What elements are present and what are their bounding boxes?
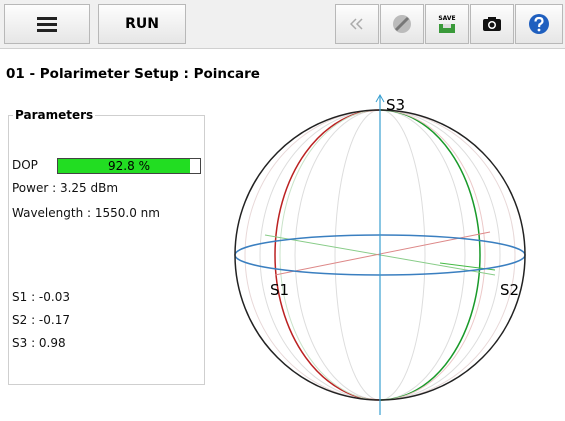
power: Power : 3.25 dBm — [12, 181, 119, 195]
menu-icon — [37, 17, 57, 32]
page-title: 01 - Polarimeter Setup : Poincare — [6, 66, 260, 82]
save-button[interactable]: SAVE — [425, 4, 469, 44]
parameters-heading: Parameters — [13, 108, 96, 122]
wavelength: Wavelength : 1550.0 nm — [12, 206, 160, 220]
s2-value: S2 : -0.17 — [12, 313, 70, 327]
back-icon — [350, 18, 363, 30]
s3-value: S3 : 0.98 — [12, 336, 66, 350]
help-icon — [529, 14, 549, 34]
dop-bar-track: 92.8 % — [57, 158, 201, 174]
s1-axis-label: S1 — [270, 281, 289, 299]
camera-icon — [483, 17, 501, 31]
back-button[interactable] — [335, 4, 379, 44]
dop-label: DOP — [12, 158, 38, 172]
s2-axis-label: S2 — [500, 281, 519, 299]
menu-button[interactable] — [4, 4, 90, 44]
s1-value: S1 : -0.03 — [12, 290, 70, 304]
help-button[interactable] — [515, 4, 563, 44]
dop-value: 92.8 % — [108, 159, 150, 173]
toolbar: RUN SAVE — [0, 0, 565, 49]
s3-axis-label: S3 — [386, 96, 405, 114]
tool-icon — [393, 15, 411, 33]
run-button[interactable]: RUN — [98, 4, 186, 44]
dop-bar — [58, 159, 190, 173]
save-icon — [439, 23, 455, 33]
tool-button[interactable] — [380, 4, 424, 44]
parameters-panel: Parameters DOP 92.8 % Power : 3.25 dBm W… — [8, 108, 205, 385]
save-label: SAVE — [438, 14, 456, 22]
camera-button[interactable] — [470, 4, 514, 44]
